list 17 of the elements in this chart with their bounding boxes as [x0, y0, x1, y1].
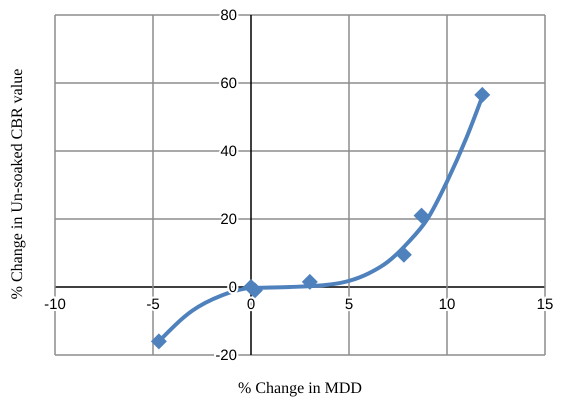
y-tick-label: -20 — [215, 347, 237, 364]
y-axis-title: % Change in Un-soaked CBR value — [9, 68, 27, 302]
point — [396, 246, 412, 263]
point — [414, 208, 430, 224]
x-axis-title: % Change in MDD — [237, 380, 363, 398]
x-tick-label: 5 — [344, 296, 354, 313]
point — [150, 333, 167, 350]
y-tick-label: 40 — [220, 143, 237, 160]
x-tick-label: -10 — [44, 296, 66, 313]
y-tick-label: 20 — [220, 211, 237, 228]
x-tick-label: 10 — [438, 296, 456, 313]
y-tick-label: 60 — [220, 75, 237, 92]
x-tick-label: -5 — [146, 296, 160, 313]
point — [474, 86, 490, 103]
y-tick-label: 80 — [220, 7, 237, 24]
x-tick-label: 15 — [536, 296, 554, 313]
point — [302, 274, 318, 290]
